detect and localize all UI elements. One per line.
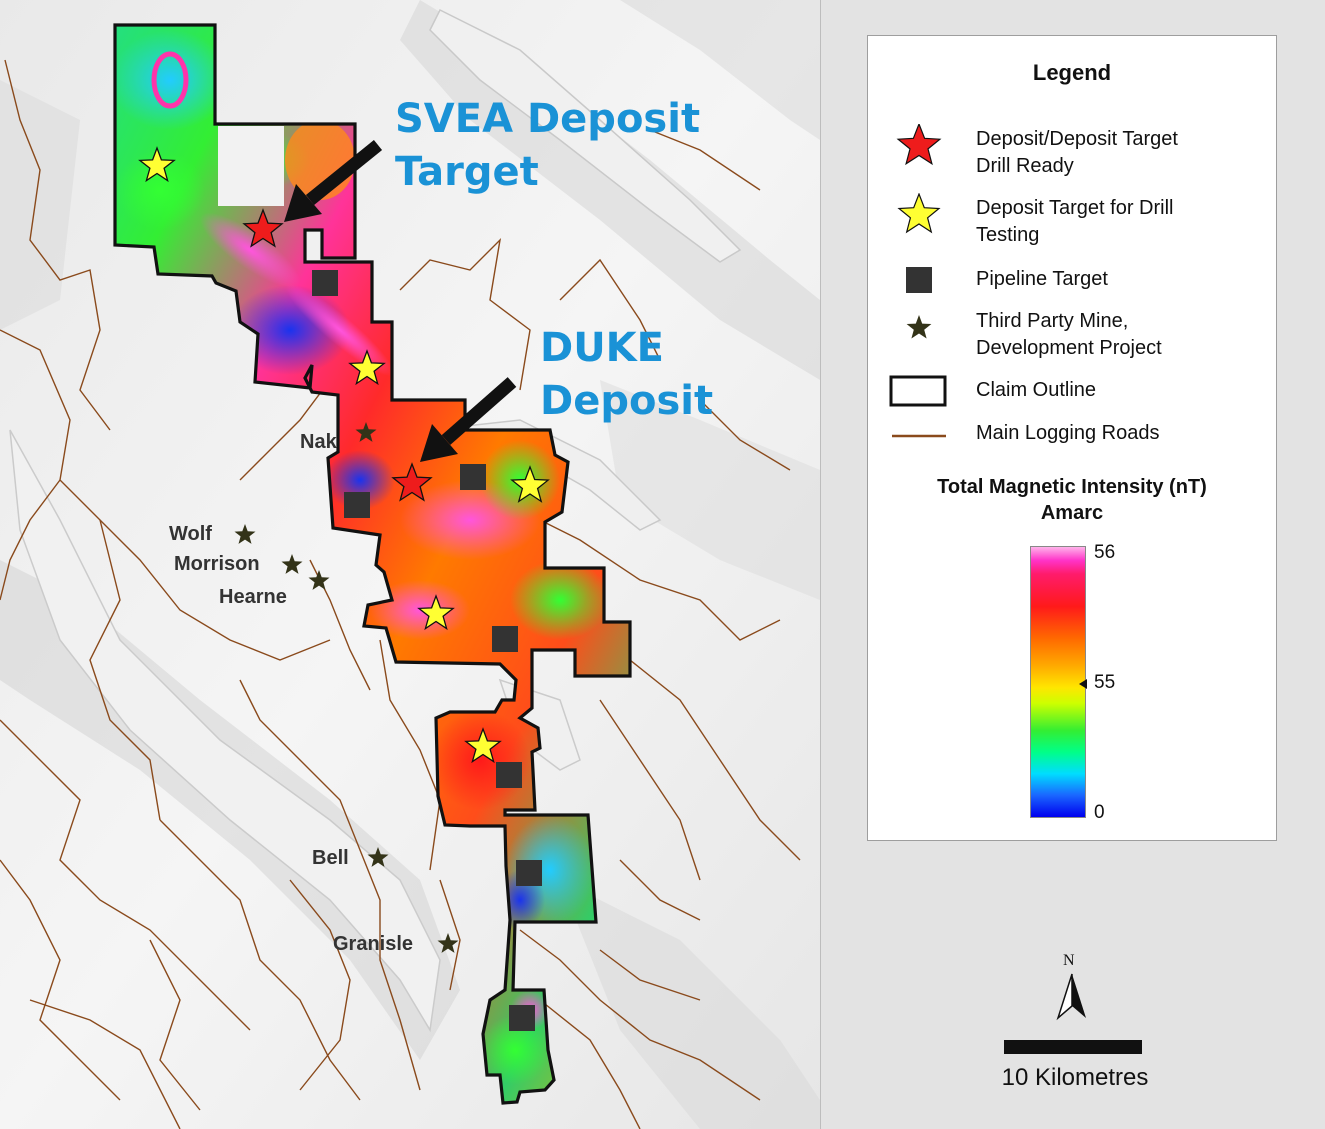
color-ramp-bar (1030, 546, 1086, 818)
ramp-title-line1: Total Magnetic Intensity (nT) (937, 476, 1207, 498)
yellow-star-icon (897, 193, 941, 234)
mine-label-hearne: Hearne (219, 586, 287, 608)
dark-star-icon (906, 315, 932, 339)
svea-callout-label: SVEA Deposit Target (395, 96, 701, 195)
legend-box: Legend Deposit/Deposit Target Drill Read… (867, 35, 1277, 841)
ramp-label-mid: 55 (1094, 672, 1116, 693)
north-arrow-icon (1056, 973, 1086, 1021)
ramp-title: Total Magnetic Intensity (nT) Amarc (868, 474, 1276, 526)
pipeline-target-marker (492, 626, 518, 652)
mine-label-morrison: Morrison (174, 553, 260, 575)
third-party-mine-star (308, 570, 330, 590)
ramp-mid-marker (1079, 679, 1087, 689)
dark-square-icon (906, 267, 932, 293)
mine-label-wolf: Wolf (169, 523, 212, 545)
legend-item-pipeline-target: Pipeline Target (868, 260, 1276, 320)
brown-line-icon (892, 434, 946, 438)
pipeline-target-marker (509, 1005, 535, 1031)
drill-testing-star (138, 146, 176, 183)
mine-label-bell: Bell (312, 847, 349, 869)
pipeline-target-marker (496, 762, 522, 788)
pipeline-target-marker (312, 270, 338, 296)
drill-testing-star (417, 594, 455, 631)
pipeline-target-marker (516, 860, 542, 886)
duke-callout-label: DUKE Deposit (540, 325, 714, 424)
drill-ready-star (391, 462, 433, 502)
legend-label-drill-testing: Deposit Target for Drill Testing (976, 197, 1174, 246)
legend-label-logging-roads: Main Logging Roads (976, 422, 1160, 444)
mine-label-granisle: Granisle (333, 933, 414, 955)
legend-title: Legend (1032, 60, 1112, 85)
scale-and-north: N 10 Kilometres (960, 950, 1190, 1100)
legend-item-logging-roads: Main Logging Roads (868, 416, 1276, 476)
drill-testing-star (348, 349, 386, 386)
mine-label-nak: Nak (300, 431, 337, 453)
pipeline-target-marker (460, 464, 486, 490)
callout-arrows (284, 139, 517, 462)
legend-item-claim-outline: Claim Outline (868, 371, 1276, 431)
third-party-mine-star (367, 847, 389, 867)
third-party-mine-star (234, 524, 256, 544)
scale-label: 10 Kilometres (1001, 1064, 1149, 1091)
legend-item-drill-testing: Deposit Target for Drill Testing (868, 193, 1276, 253)
map-panel (0, 0, 820, 1129)
third-party-mine-star (281, 554, 303, 574)
scale-bar (1004, 1040, 1142, 1054)
outline-rectangle-icon (889, 375, 947, 407)
pipeline-target-marker (344, 492, 370, 518)
ramp-label-min: 0 (1094, 802, 1105, 823)
ramp-title-line2: Amarc (1040, 502, 1104, 524)
legend-label-claim-outline: Claim Outline (976, 379, 1097, 401)
star-markers (138, 146, 550, 953)
drill-testing-star (510, 465, 550, 503)
legend-label-third-party-mine: Third Party Mine, Development Project (976, 310, 1162, 359)
third-party-mine-star (355, 422, 377, 442)
pipeline-targets (312, 270, 542, 1031)
legend-label-drill-ready: Deposit/Deposit Target Drill Ready (976, 128, 1178, 177)
legend-item-third-party-mine: Third Party Mine, Development Project (868, 306, 1276, 366)
legend-label-pipeline-target: Pipeline Target (976, 268, 1108, 290)
ramp-label-max: 56 (1094, 542, 1116, 563)
third-party-mine-star (437, 933, 459, 953)
legend-item-drill-ready: Deposit/Deposit Target Drill Ready (868, 124, 1276, 184)
drill-testing-star (464, 727, 502, 764)
north-letter: N (1063, 952, 1075, 969)
drill-ready-star (242, 208, 284, 248)
logging-roads (0, 59, 801, 1129)
red-star-icon (896, 124, 942, 166)
